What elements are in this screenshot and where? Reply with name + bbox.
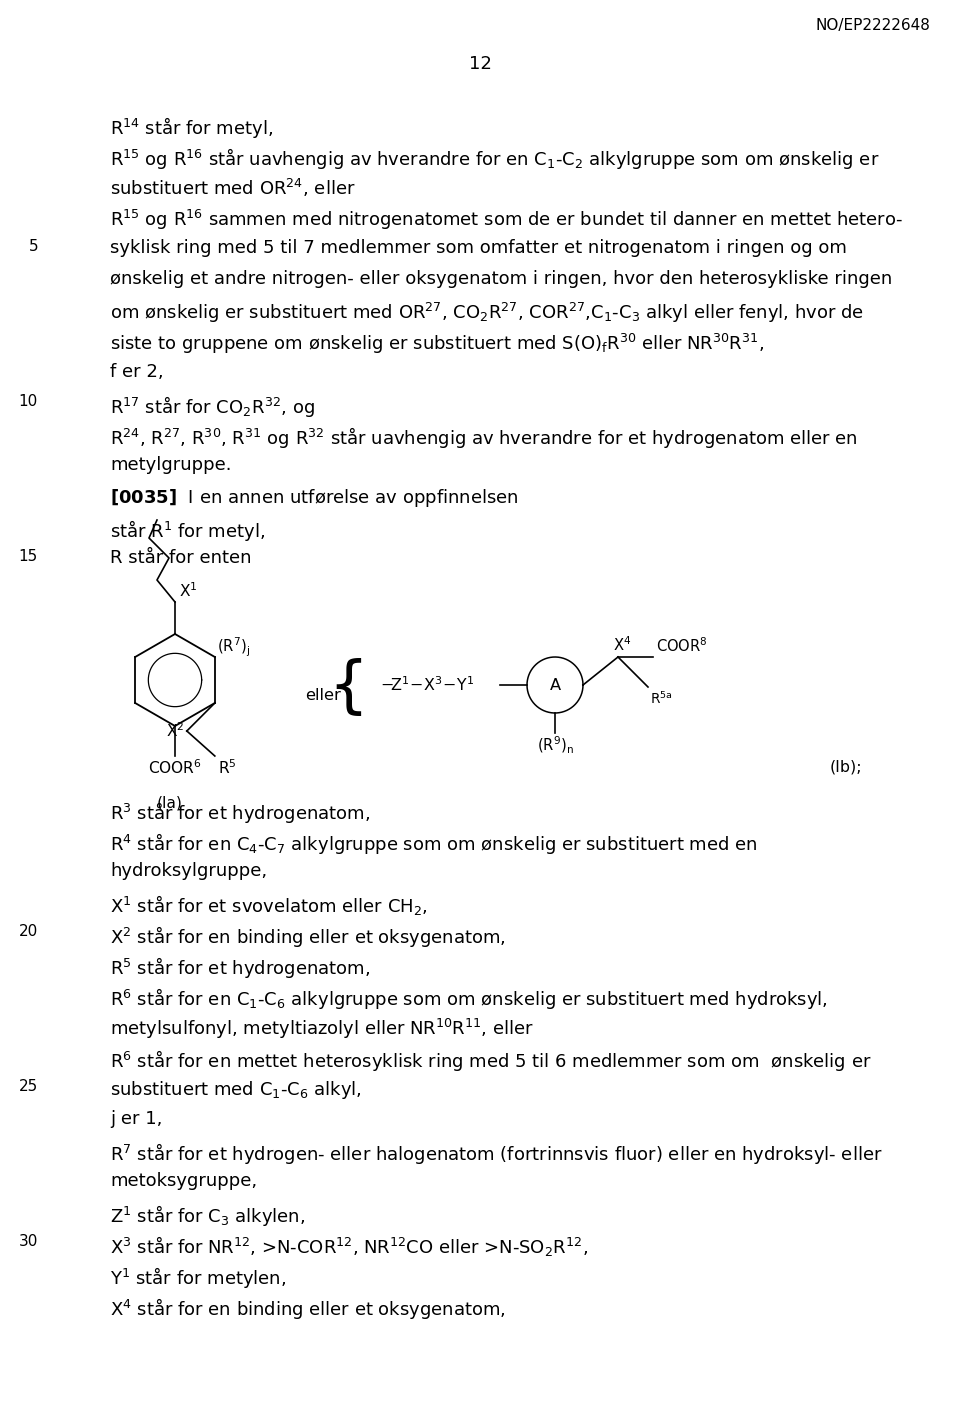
Text: $\mathdefault{R}^{14}$ står for metyl,: $\mathdefault{R}^{14}$ står for metyl, [110,115,274,140]
Text: 30: 30 [18,1235,38,1249]
Text: $-\!Z^1\!-\!X^3\!-\!Y^1$: $-\!Z^1\!-\!X^3\!-\!Y^1$ [380,675,474,695]
Text: $\mathdefault{Y}^1$ står for metylen,: $\mathdefault{Y}^1$ står for metylen, [110,1265,286,1290]
Text: står $\mathdefault{R}^1$ for metyl,: står $\mathdefault{R}^1$ for metyl, [110,518,265,543]
Text: j er 1,: j er 1, [110,1109,162,1128]
Text: metoksygruppe,: metoksygruppe, [110,1172,257,1190]
Text: ønskelig et andre nitrogen- eller oksygenatom i ringen, hvor den heterosykliske : ønskelig et andre nitrogen- eller oksyge… [110,271,892,288]
Text: $\mathdefault{X}^1$ står for et svovelatom eller $\mathdefault{CH}_2$,: $\mathdefault{X}^1$ står for et svovelat… [110,893,428,917]
Text: $\mathdefault{R}^4$ står for en $\mathdefault{C}_4$-$\mathdefault{C}_7$ alkylgru: $\mathdefault{R}^4$ står for en $\mathde… [110,832,757,856]
Text: $\mathdefault{R}^3$ står for et hydrogenatom,: $\mathdefault{R}^3$ står for et hydrogen… [110,800,371,824]
Text: $\mathdefault{R}^7$ står for et hydrogen- eller halogenatom (fortrinnsvis fluor): $\mathdefault{R}^7$ står for et hydrogen… [110,1141,882,1166]
Text: $X^4$: $X^4$ [613,635,632,654]
Text: $R^{5a}$: $R^{5a}$ [650,691,673,706]
Text: $(R^7)_j$: $(R^7)_j$ [217,635,251,659]
Text: $R^5$: $R^5$ [218,758,236,776]
Text: $\bf{[0035]}$  I en annen utførelse av oppfinnelsen: $\bf{[0035]}$ I en annen utførelse av op… [110,487,518,508]
Text: $\mathdefault{R}^{15}$ og $\mathdefault{R}^{16}$ står uavhengig av hverandre for: $\mathdefault{R}^{15}$ og $\mathdefault{… [110,147,879,171]
Text: 20: 20 [19,924,38,938]
Text: metylsulfonyl, metyltiazolyl eller $\mathdefault{NR}^{10}\mathdefault{R}^{11}$, : metylsulfonyl, metyltiazolyl eller $\mat… [110,1017,534,1041]
Text: 10: 10 [19,394,38,409]
Text: 5: 5 [29,239,38,253]
Text: metylgruppe.: metylgruppe. [110,456,231,474]
Text: $(R^9)_n$: $(R^9)_n$ [537,735,573,756]
Text: $\mathdefault{X}^3$ står for $\mathdefault{NR}^{12}$, >N-$\mathdefault{COR}^{12}: $\mathdefault{X}^3$ står for $\mathdefau… [110,1235,588,1257]
Text: $\mathdefault{R}^6$ står for en mettet heterosyklisk ring med 5 til 6 medlemmer : $\mathdefault{R}^6$ står for en mettet h… [110,1048,872,1074]
Text: $\mathdefault{X}^2$ står for en binding eller et oksygenatom,: $\mathdefault{X}^2$ står for en binding … [110,924,506,948]
Text: A: A [549,678,561,692]
Text: substituert med $\mathdefault{OR}^{24}$, eller: substituert med $\mathdefault{OR}^{24}$,… [110,177,355,199]
Text: eller: eller [305,688,341,702]
Text: NO/EP2222648: NO/EP2222648 [815,19,930,33]
Text: $\mathdefault{X}^4$ står for en binding eller et oksygenatom,: $\mathdefault{X}^4$ står for en binding … [110,1296,506,1321]
Text: syklisk ring med 5 til 7 medlemmer som omfatter et nitrogenatom i ringen og om: syklisk ring med 5 til 7 medlemmer som o… [110,239,847,256]
Text: (Ib);: (Ib); [830,760,863,775]
Text: f er 2,: f er 2, [110,363,163,382]
Text: hydroksylgruppe,: hydroksylgruppe, [110,862,267,880]
Text: $\mathdefault{R}^{24}$, $\mathdefault{R}^{27}$, $\mathdefault{R}^{30}$, $\mathde: $\mathdefault{R}^{24}$, $\mathdefault{R}… [110,424,858,450]
Text: 12: 12 [468,56,492,73]
Text: $COOR^8$: $COOR^8$ [656,637,708,655]
Text: substituert med $\mathdefault{C}_1$-$\mathdefault{C}_6$ alkyl,: substituert med $\mathdefault{C}_1$-$\ma… [110,1079,362,1101]
Text: om ønskelig er substituert med $\mathdefault{OR}^{27}$, $\mathdefault{CO}_2\math: om ønskelig er substituert med $\mathdef… [110,300,864,325]
Text: $X^1$: $X^1$ [179,581,198,600]
Text: 25: 25 [19,1079,38,1094]
Text: $COOR^6$: $COOR^6$ [148,758,202,776]
Text: R står for enten: R står for enten [110,550,252,567]
Text: $\mathdefault{R}^{15}$ og $\mathdefault{R}^{16}$ sammen med nitrogenatomet som d: $\mathdefault{R}^{15}$ og $\mathdefault{… [110,208,903,232]
Text: $\mathdefault{R}^6$ står for en $\mathdefault{C}_1$-$\mathdefault{C}_6$ alkylgru: $\mathdefault{R}^6$ står for en $\mathde… [110,985,828,1011]
Text: $\mathdefault{Z}^1$ står for $\mathdefault{C}_3$ alkylen,: $\mathdefault{Z}^1$ står for $\mathdefau… [110,1203,305,1227]
Text: $\mathdefault{R}^5$ står for et hydrogenatom,: $\mathdefault{R}^5$ står for et hydrogen… [110,956,371,980]
Text: (Ia): (Ia) [157,796,183,812]
Text: $\mathdefault{R}^{17}$ står for $\mathdefault{CO}_2\mathdefault{R}^{32}$, og: $\mathdefault{R}^{17}$ står for $\mathde… [110,394,315,419]
Text: siste to gruppene om ønskelig er substituert med $\mathdefault{S(O)}_f\mathdefau: siste to gruppene om ønskelig er substit… [110,332,764,356]
Text: 15: 15 [19,550,38,564]
Text: $X^2$: $X^2$ [166,722,185,740]
Text: $\}$: $\}$ [336,654,370,716]
